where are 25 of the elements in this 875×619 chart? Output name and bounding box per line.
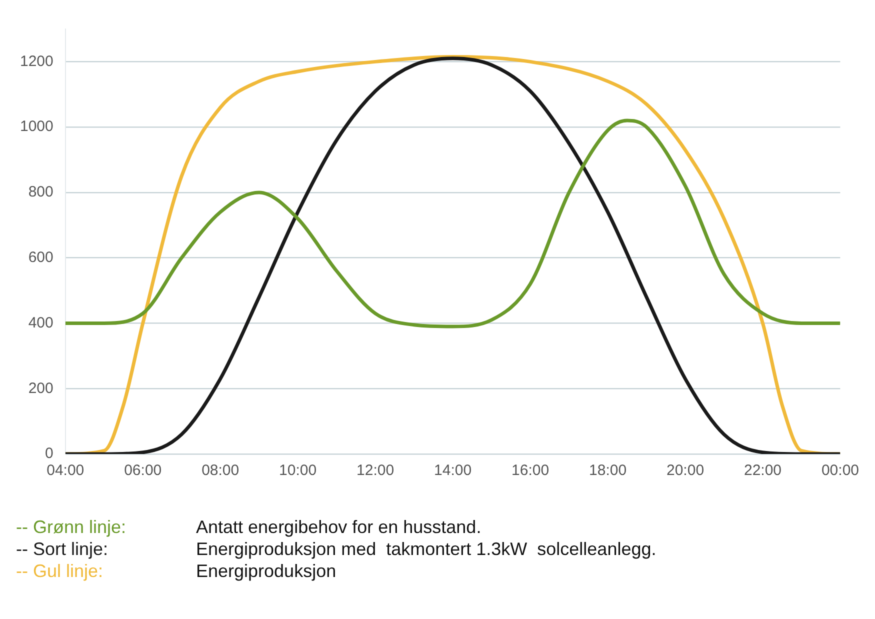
y-tick-label: 400 (28, 314, 54, 332)
x-tick-label: 20:00 (666, 462, 704, 480)
x-tick-label: 00:00 (821, 462, 860, 480)
x-tick-label: 12:00 (356, 462, 394, 480)
x-tick-label: 22:00 (744, 462, 782, 480)
x-tick-label: 08:00 (202, 462, 240, 480)
x-tick-label: 18:00 (589, 462, 627, 480)
x-tick-label: 16:00 (512, 462, 550, 480)
text: -- Sort linje: (16, 538, 110, 560)
y-tick-label: 1000 (20, 118, 54, 136)
y-tick-label: 200 (28, 380, 54, 397)
x-tick-label: 04:00 (46, 462, 84, 480)
line-series (65, 118, 840, 328)
y-tick-label: 800 (28, 184, 54, 201)
x-tick-label: 10:00 (279, 462, 317, 480)
y-tick-label: 0 (45, 445, 54, 462)
text: -- Gul linje: (16, 560, 104, 582)
y-tick-label: 600 (28, 248, 54, 266)
y-tick-label: 1200 (20, 52, 54, 70)
x-tick-label: 06:00 (124, 462, 162, 480)
text: -- Grønn linje: (16, 516, 128, 538)
text: Energiproduksjon med takmontert 1.3kW solcelleanlegg. (196, 538, 656, 560)
text: Antatt energibehov for en husstand. (196, 516, 482, 538)
text: Energiproduksjon (196, 560, 336, 582)
x-tick-label: 14:00 (434, 462, 472, 480)
